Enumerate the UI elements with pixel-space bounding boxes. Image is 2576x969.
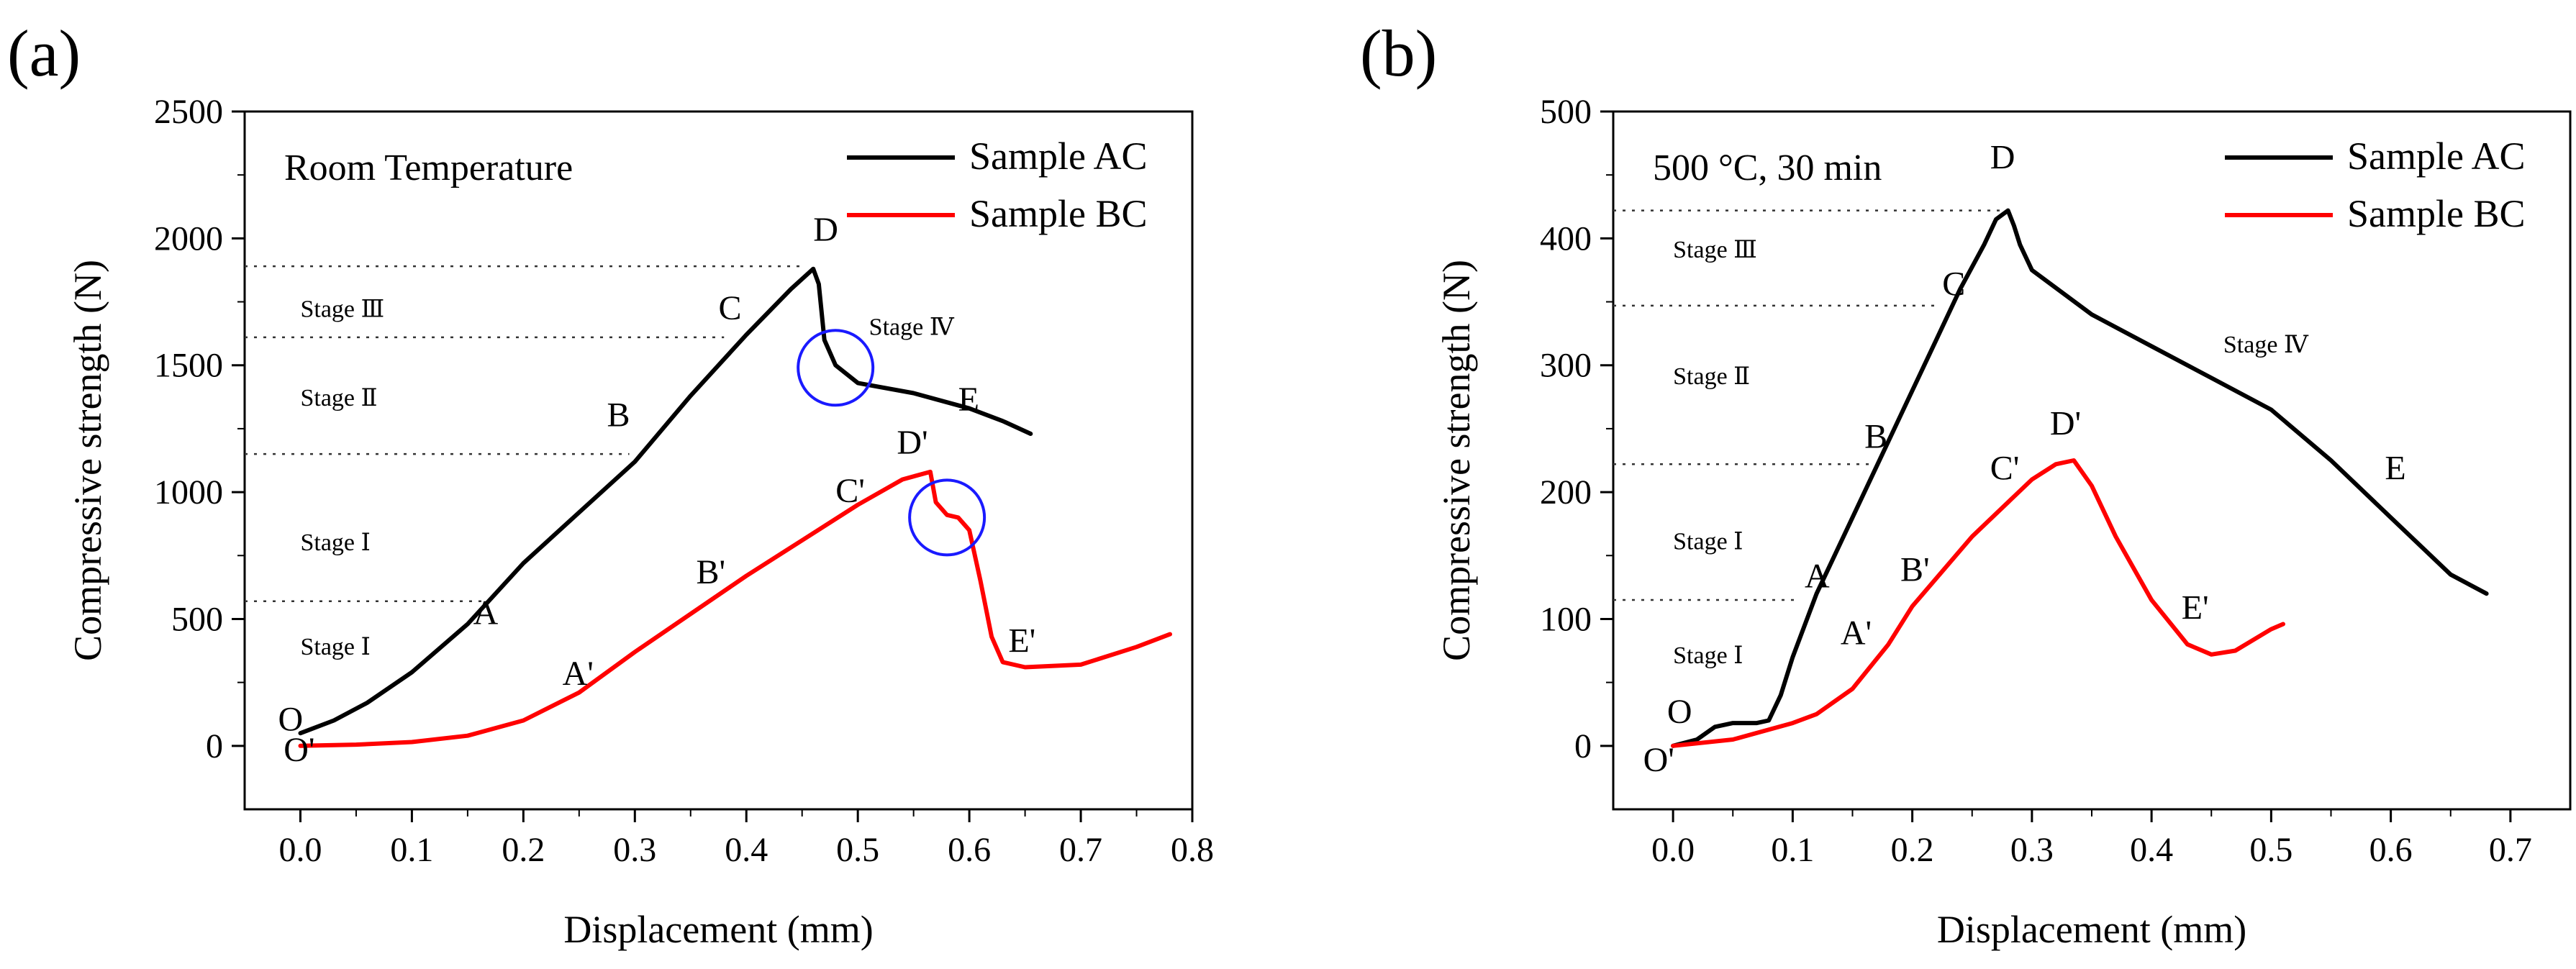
point-label: E' <box>2182 588 2209 627</box>
y-tick-label: 100 <box>1540 600 1592 638</box>
panel-a: (a) 0.0 0.1 0.2 0.3 0.4 0.5 0.6 0.7 0.8 0 500 1000 15… <box>7 17 1214 951</box>
point-label: C' <box>1990 449 2020 487</box>
stage-label: Stage Ⅰ <box>1673 528 1743 555</box>
stage-label: Stage Ⅰ <box>300 634 370 660</box>
y-axis-title: Compressive strength (N) <box>66 260 109 661</box>
series-line-sample-bc <box>1671 458 2285 748</box>
highlight-circle <box>797 329 875 407</box>
point-label: B' <box>1900 551 1930 589</box>
legend-label: Sample BC <box>2347 192 2526 235</box>
y-tick-label: 500 <box>171 600 223 638</box>
y-tick-label: 200 <box>1540 473 1592 511</box>
series-line-sample-bc <box>298 469 1172 748</box>
x-axis-title: Displacement (mm) <box>1937 908 2246 951</box>
point-label: D' <box>2050 405 2081 443</box>
x-tick-label: 0.6 <box>2369 831 2413 869</box>
point-label: C <box>719 289 742 327</box>
stage-label: Stage Ⅰ <box>300 529 370 556</box>
stage-label: Stage Ⅳ <box>2223 332 2309 358</box>
y-tick-label: 2000 <box>154 219 223 258</box>
y-tick-label: 300 <box>1540 347 1592 385</box>
point-label: O' <box>1643 741 1674 779</box>
point-label: A <box>1805 557 1830 595</box>
x-axis-title: Displacement (mm) <box>563 908 873 951</box>
stage-label: Stage Ⅲ <box>300 296 384 323</box>
x-tick-label: 0.1 <box>390 831 433 869</box>
x-tick-label: 0.7 <box>2489 831 2532 869</box>
point-label: D <box>1990 138 2015 176</box>
stage-label: Stage Ⅰ <box>1673 642 1743 669</box>
x-tick-label: 0.3 <box>2010 831 2054 869</box>
legend-label: Sample AC <box>969 135 1148 178</box>
point-label: E <box>958 381 979 419</box>
x-tick-label: 0.4 <box>2130 831 2173 869</box>
y-tick-label: 2500 <box>154 93 223 131</box>
point-label: O <box>278 701 303 739</box>
point-label: A <box>473 594 499 632</box>
y-axis-title: Compressive strength (N) <box>1435 260 1478 661</box>
y-tick-label: 1500 <box>154 347 223 385</box>
x-tick-label: 0.7 <box>1059 831 1102 869</box>
x-tick-label: 0.8 <box>1171 831 1214 869</box>
point-label: O' <box>284 731 314 769</box>
panel-label: (b) <box>1360 17 1437 90</box>
stage-label: Stage Ⅳ <box>869 314 955 340</box>
panel-b: (b) 0.0 0.1 0.2 0.3 0.4 0.5 0.6 0.7 0 100 200 300 400… <box>1360 17 2572 951</box>
chart-annotation: Room Temperature <box>284 147 573 188</box>
point-label: B' <box>697 553 726 591</box>
point-label: B <box>607 396 630 434</box>
chart-annotation: 500 °C, 30 min <box>1653 147 1882 188</box>
x-tick-label: 0.4 <box>725 831 768 869</box>
plot-frame <box>243 110 1194 811</box>
point-label: A' <box>563 655 594 693</box>
x-tick-label: 0.3 <box>613 831 656 869</box>
legend-label: Sample AC <box>2347 135 2526 178</box>
stage-label: Stage Ⅲ <box>1673 237 1757 263</box>
x-tick-label: 0.2 <box>502 831 545 869</box>
point-label: O <box>1667 693 1692 731</box>
y-tick-label: 400 <box>1540 219 1592 258</box>
legend-label: Sample BC <box>969 192 1148 235</box>
x-tick-label: 0.0 <box>1651 831 1695 869</box>
series-line-sample-ac <box>298 266 1033 736</box>
x-tick-label: 0.1 <box>1771 831 1814 869</box>
stage-label: Stage Ⅱ <box>1673 363 1750 390</box>
y-tick-label: 0 <box>206 727 223 765</box>
series-line-sample-ac <box>1671 208 2489 748</box>
x-tick-label: 0.2 <box>1891 831 1934 869</box>
point-label: E <box>2385 449 2405 487</box>
y-tick-label: 500 <box>1540 93 1592 131</box>
x-tick-label: 0.0 <box>278 831 322 869</box>
x-tick-label: 0.5 <box>2249 831 2292 869</box>
point-label: D' <box>897 424 928 462</box>
x-tick-label: 0.5 <box>836 831 879 869</box>
point-label: E' <box>1008 622 1035 660</box>
y-tick-label: 0 <box>1574 727 1592 765</box>
y-tick-label: 1000 <box>154 473 223 511</box>
point-label: D <box>813 211 838 249</box>
panel-label: (a) <box>7 17 81 90</box>
point-label: C <box>1942 265 1965 304</box>
point-label: B <box>1864 417 1887 455</box>
stage-label: Stage Ⅱ <box>300 385 377 411</box>
x-tick-label: 0.6 <box>948 831 991 869</box>
highlight-circle <box>908 478 987 557</box>
point-label: C' <box>835 472 865 510</box>
point-label: A' <box>1841 614 1872 652</box>
